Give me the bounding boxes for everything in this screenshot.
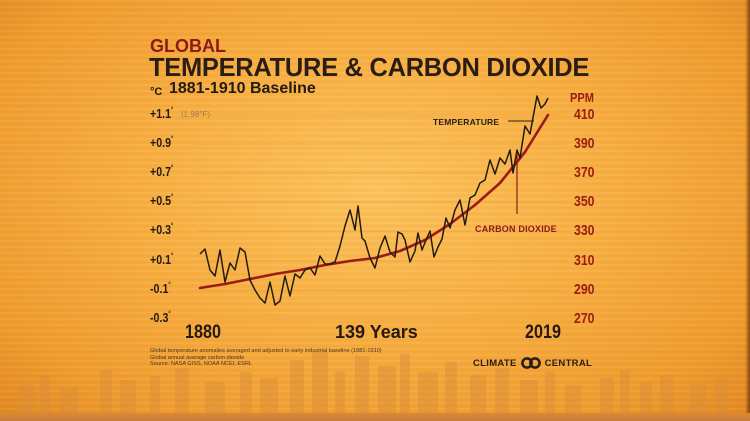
co2-line [198, 113, 550, 290]
gridlines [195, 114, 565, 320]
logo-text-right: CENTRAL [544, 357, 593, 369]
logo-text-left: CLIMATE [473, 357, 517, 369]
source-footnote: Global temperature anomalies averaged an… [150, 348, 382, 368]
carbon-dioxide-label: CARBON DIOXIDE [475, 224, 557, 234]
right-axis-unit: PPM [570, 90, 594, 105]
x-axis-start: 1880 [185, 322, 221, 343]
climate-central-logo: CLIMATE CENTRAL [473, 357, 592, 369]
x-axis-span: 139 Years [335, 322, 418, 342]
temperature-label: TEMPERATURE [433, 117, 500, 127]
footnote-line: Source: NASA GISS, NOAA NCEI, ESRL [150, 361, 252, 368]
city-skyline [20, 352, 727, 421]
temperature-line [199, 95, 549, 306]
left-tick: -0.1° [150, 281, 171, 296]
footnote-line: Global temperature anomalies averaged an… [150, 348, 382, 354]
right-tick: 310 [574, 252, 595, 269]
left-tick: +0.7° [150, 164, 174, 179]
footnote-line: Global annual average carbon dioxide [150, 354, 245, 361]
right-tick: 350 [574, 193, 595, 210]
right-tick: 290 [574, 281, 595, 298]
subtitle-baseline: 1881-1910 Baseline [169, 80, 316, 97]
left-tick: -0.3° [150, 310, 171, 325]
right-tick: 390 [574, 135, 595, 152]
right-tick: 410 [574, 106, 595, 123]
left-tick: +0.5° [150, 193, 174, 208]
frame-bottom [0, 413, 750, 421]
right-tick: 270 [574, 310, 595, 327]
fahrenheit-note: (1.98°F) [181, 110, 210, 119]
left-axis-unit: °C [150, 86, 163, 98]
left-tick: +0.9° [150, 135, 174, 150]
right-tick: 330 [574, 222, 595, 239]
left-tick: +0.3° [150, 222, 174, 237]
title-main: TEMPERATURE & CARBON DIOXIDE [149, 52, 590, 82]
logo-rings-icon [520, 357, 541, 369]
x-axis-end: 2019 [525, 322, 561, 343]
right-tick: 370 [574, 164, 595, 181]
left-tick: +0.1° [150, 252, 174, 267]
title-global: GLOBAL [150, 36, 226, 56]
frame-edge [745, 0, 750, 421]
left-tick: +1.1° [150, 106, 174, 121]
